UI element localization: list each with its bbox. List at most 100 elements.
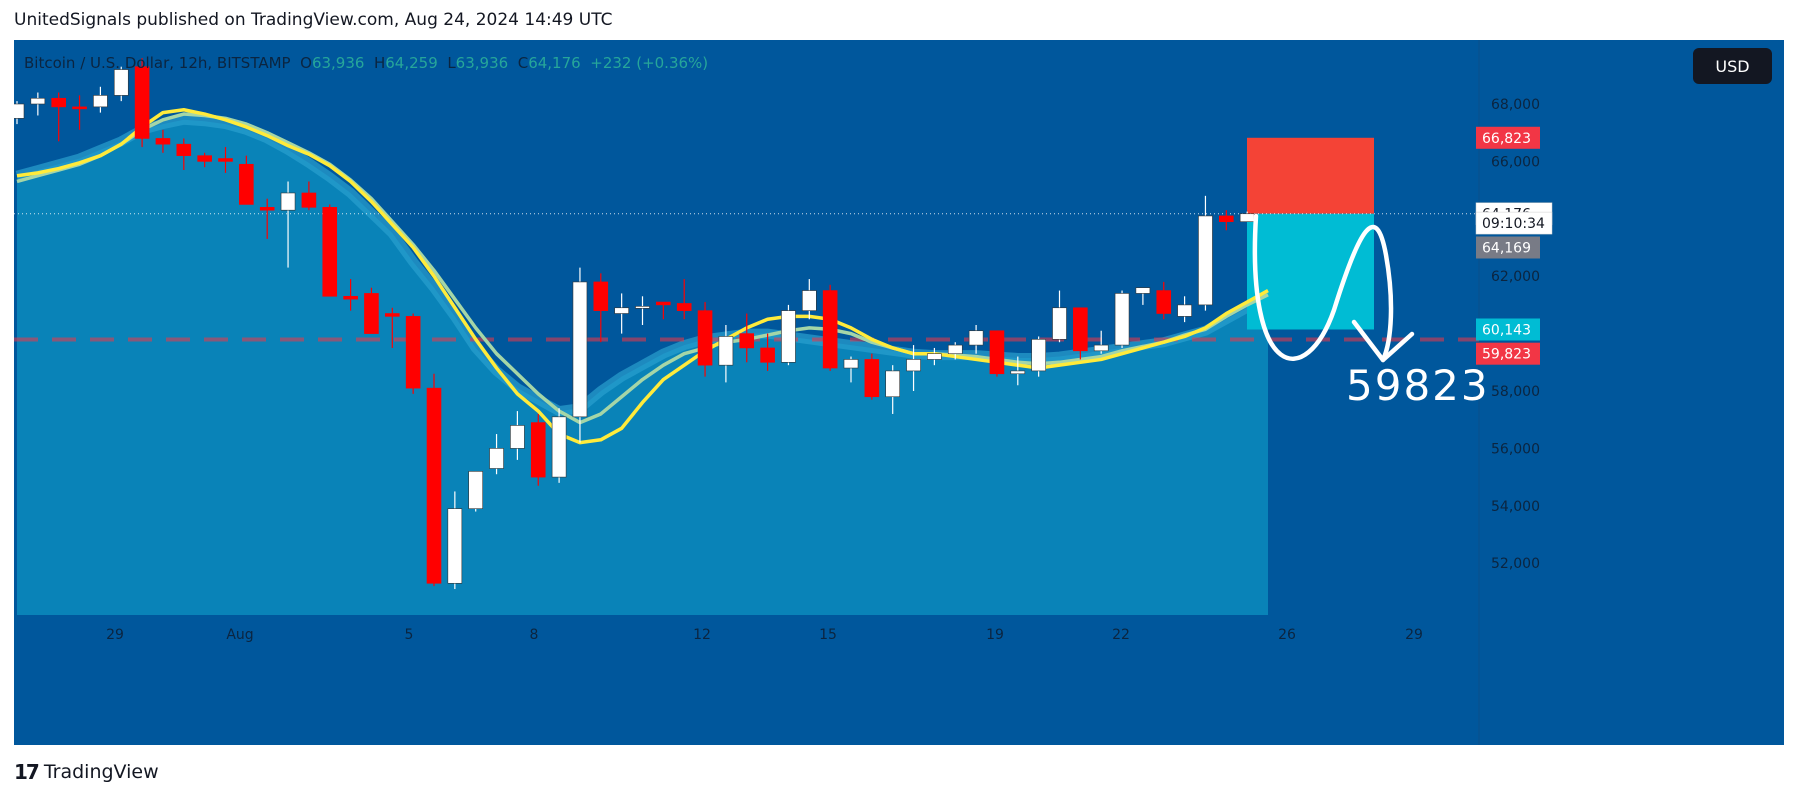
candle-33	[697, 302, 713, 377]
candle-44	[927, 347, 942, 366]
candle-19	[405, 313, 421, 394]
candle-48	[1010, 356, 1026, 386]
candle-body	[1219, 215, 1234, 222]
price-tick-label: 52,000	[1491, 556, 1540, 572]
candlestick-chart[interactable]: 5982352,00054,00056,00058,00060,00062,00…	[14, 40, 1784, 745]
price-label-5: 59,823	[1476, 342, 1540, 365]
candle-body	[301, 192, 317, 208]
published-caption: UnitedSignals published on TradingView.c…	[14, 10, 613, 30]
tradingview-footer-logo[interactable]: 17 TradingView	[14, 760, 159, 784]
candle-body	[1010, 370, 1026, 375]
price-tick-label: 68,000	[1491, 97, 1540, 113]
candle-6	[134, 58, 150, 148]
candle-27	[572, 267, 588, 443]
chart-legend: Bitcoin / U.S. Dollar, 12h, BITSTAMP O63…	[24, 54, 708, 72]
legend-low-value: 63,936	[455, 54, 509, 72]
candle-body	[176, 143, 192, 156]
candle-32	[676, 279, 692, 320]
candle-4	[93, 86, 108, 113]
candle-58	[1219, 210, 1234, 231]
candle-23	[489, 434, 504, 475]
time-tick-label: Aug	[226, 627, 253, 643]
candle-34	[718, 324, 734, 383]
candle-54	[1135, 287, 1151, 305]
price-label-3: 64,169	[1476, 236, 1540, 259]
candle-45	[947, 342, 963, 360]
candle-body	[989, 330, 1005, 375]
candle-22	[468, 471, 484, 512]
price-label-4: 60,143	[1476, 318, 1540, 341]
candle-body	[781, 310, 796, 363]
candle-20	[426, 373, 442, 587]
price-label-text: 64,169	[1482, 241, 1531, 257]
price-label-box	[1476, 342, 1540, 365]
candle-body	[885, 370, 901, 398]
candle-42	[885, 365, 901, 414]
time-tick-label: 5	[405, 627, 414, 643]
candle-body	[113, 69, 129, 96]
candle-body	[697, 310, 713, 366]
candle-body	[155, 138, 171, 145]
candle-8	[176, 138, 192, 171]
time-tick-label: 26	[1278, 627, 1296, 643]
candle-57	[1198, 195, 1213, 311]
legend-close-value: 64,176	[528, 54, 581, 72]
candle-52	[1093, 330, 1109, 354]
candle-body	[676, 303, 692, 311]
price-label-text: 09:10:34	[1482, 216, 1545, 232]
candle-body	[843, 359, 859, 369]
tradingview-logo-icon: 17	[14, 760, 40, 784]
candle-body	[343, 295, 358, 300]
candle-body	[322, 207, 338, 297]
candle-body	[93, 95, 108, 108]
ma-yellow-line	[16, 107, 1269, 445]
candle-29	[614, 293, 629, 334]
candle-47	[989, 330, 1005, 377]
chart-pane[interactable]: 5982352,00054,00056,00058,00060,00062,00…	[14, 40, 1784, 745]
candle-body	[1052, 307, 1067, 340]
candle-body	[656, 301, 671, 306]
candle-38	[801, 279, 817, 320]
candle-body	[927, 353, 942, 360]
projection-arrow-icon	[1351, 319, 1415, 363]
candle-30	[635, 296, 650, 325]
projection-curve	[1252, 213, 1394, 363]
candle-body	[259, 207, 275, 211]
candle-body	[1177, 304, 1192, 317]
candle-21	[447, 491, 463, 590]
candle-body	[739, 333, 755, 349]
currency-button[interactable]: USD	[1693, 48, 1772, 84]
price-label-text: 60,143	[1482, 322, 1531, 338]
time-tick-label: 12	[693, 627, 711, 643]
candle-body	[1156, 290, 1172, 314]
price-label-text: 59,823	[1482, 347, 1531, 363]
time-tick-label: 15	[819, 627, 837, 643]
price-tick-label: 62,000	[1491, 269, 1540, 285]
legend-high-value: 64,259	[385, 54, 438, 72]
candle-53	[1114, 290, 1130, 348]
take-profit-zone	[1247, 213, 1374, 330]
candle-24	[510, 411, 525, 460]
candle-43	[906, 345, 921, 391]
candle-body	[530, 422, 546, 478]
candle-body	[384, 313, 400, 317]
candle-41	[864, 353, 880, 400]
candle-body	[1093, 344, 1109, 352]
time-tick-label: 19	[986, 627, 1004, 643]
candle-body	[426, 387, 442, 584]
price-tick-label: 66,000	[1491, 154, 1540, 170]
legend-symbol: Bitcoin / U.S. Dollar, 12h, BITSTAMP	[24, 54, 291, 72]
candle-31	[656, 301, 671, 320]
candle-50	[1052, 290, 1067, 343]
candle-body	[614, 307, 629, 314]
candle-5	[113, 66, 129, 102]
time-tick-label: 29	[106, 627, 124, 643]
price-label-box	[1476, 126, 1540, 149]
candle-body	[551, 416, 567, 478]
price-tick-label: 56,000	[1491, 441, 1540, 457]
candle-body	[822, 290, 838, 369]
candle-0	[14, 101, 25, 125]
candle-body	[801, 290, 817, 311]
stop-loss-zone	[1247, 137, 1374, 214]
candle-body	[51, 97, 67, 108]
